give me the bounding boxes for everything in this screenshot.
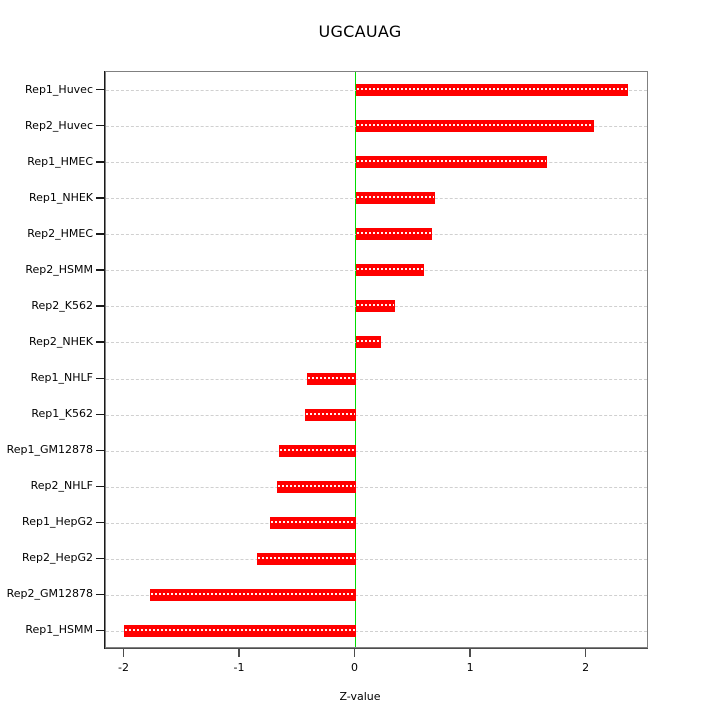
y-axis-label: Rep2_HMEC	[27, 226, 93, 240]
gridline	[106, 522, 647, 524]
y-axis-label: Rep1_Huvec	[25, 82, 93, 96]
y-axis-label: Rep1_NHLF	[30, 371, 93, 385]
plot-inner	[106, 72, 647, 647]
y-axis-line	[104, 71, 106, 649]
x-axis-title: Z-value	[339, 690, 381, 703]
bar[interactable]	[355, 192, 436, 205]
x-axis-tick-label: 2	[582, 661, 590, 674]
bar[interactable]	[257, 552, 356, 565]
x-axis-tick	[122, 648, 125, 657]
bar[interactable]	[279, 444, 356, 457]
x-axis-tick	[584, 648, 587, 657]
x-axis-tick-label: 0	[351, 661, 359, 674]
bar[interactable]	[355, 264, 424, 277]
x-axis-tick	[469, 648, 471, 657]
gridline	[106, 558, 647, 560]
chart-title: UGCAUAG	[318, 22, 402, 41]
y-axis-tick	[96, 269, 105, 271]
gridline	[106, 414, 647, 416]
gridline	[106, 630, 647, 632]
y-axis-tick	[96, 557, 105, 560]
x-axis-tick-label: -2	[118, 661, 129, 674]
y-axis-label: Rep2_GM12878	[6, 587, 93, 601]
y-axis-tick	[96, 449, 105, 452]
y-axis-label: Rep2_NHEK	[28, 334, 93, 348]
y-axis-tick	[96, 485, 105, 488]
y-axis-label: Rep1_NHEK	[28, 190, 93, 204]
plot-area	[105, 71, 648, 648]
bar[interactable]	[307, 372, 356, 385]
y-axis-label: Rep1_HMEC	[27, 154, 93, 168]
y-axis-tick	[96, 413, 105, 415]
y-axis-label: Rep1_GM12878	[6, 443, 93, 457]
gridline	[106, 594, 647, 596]
bar[interactable]	[355, 228, 432, 241]
y-axis-tick	[96, 305, 105, 307]
y-axis-label: Rep2_Huvec	[25, 118, 93, 132]
bar[interactable]	[355, 120, 594, 133]
y-axis-tick	[96, 593, 105, 596]
bar[interactable]	[355, 300, 395, 313]
y-axis-tick	[96, 377, 105, 379]
y-axis-tick	[96, 161, 105, 163]
y-axis-label: Rep1_HSMM	[25, 623, 93, 637]
bar[interactable]	[270, 516, 356, 529]
y-axis-label: Rep1_HepG2	[22, 515, 93, 529]
x-axis-tick-label: 1	[466, 661, 474, 674]
bar[interactable]	[355, 84, 629, 97]
x-axis-line	[105, 647, 648, 649]
y-axis-tick	[96, 341, 105, 343]
bar[interactable]	[304, 408, 356, 421]
y-axis-tick	[96, 233, 105, 235]
gridline	[106, 486, 647, 488]
x-axis-tick	[238, 648, 240, 657]
y-axis-label: Rep2_NHLF	[30, 479, 93, 493]
bar[interactable]	[124, 624, 356, 637]
y-axis-label: Rep2_HepG2	[22, 551, 93, 565]
y-axis-tick	[96, 125, 105, 127]
y-axis-label: Rep2_K562	[31, 298, 93, 312]
y-axis-label: Rep1_K562	[31, 407, 93, 421]
bar[interactable]	[276, 480, 356, 493]
y-axis-label: Rep2_HSMM	[25, 262, 93, 276]
gridline	[106, 450, 647, 452]
gridline	[106, 378, 647, 380]
bar[interactable]	[355, 156, 548, 169]
zero-reference-line	[354, 72, 357, 647]
y-axis-tick	[96, 521, 105, 524]
bar[interactable]	[149, 588, 356, 601]
x-axis-tick	[353, 648, 356, 657]
x-axis-tick-label: -1	[233, 661, 245, 674]
y-axis-tick	[96, 629, 105, 632]
y-axis-tick	[96, 197, 105, 199]
bar[interactable]	[355, 336, 381, 349]
y-axis-tick	[96, 89, 105, 91]
